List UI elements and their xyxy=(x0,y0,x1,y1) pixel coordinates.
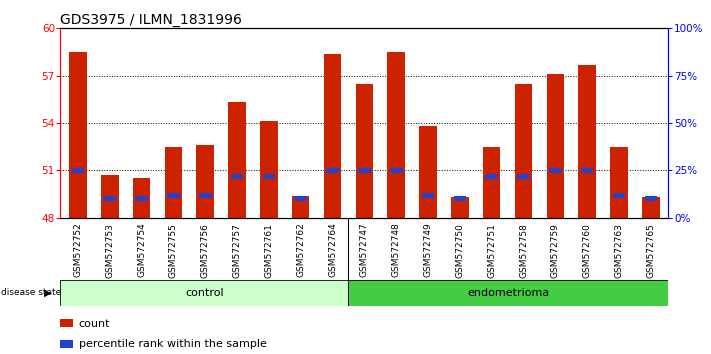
Bar xyxy=(348,280,668,306)
Text: GSM572750: GSM572750 xyxy=(455,223,464,278)
Text: GSM572765: GSM572765 xyxy=(646,223,656,278)
Bar xyxy=(292,196,309,218)
Text: GSM572747: GSM572747 xyxy=(360,223,369,278)
Bar xyxy=(486,174,498,179)
Text: GSM572757: GSM572757 xyxy=(232,223,242,278)
Bar xyxy=(579,65,596,218)
Text: GSM572763: GSM572763 xyxy=(614,223,624,278)
Bar xyxy=(454,196,466,201)
Bar xyxy=(165,147,182,218)
Text: GSM572759: GSM572759 xyxy=(551,223,560,278)
Text: control: control xyxy=(185,288,224,298)
Text: GSM572758: GSM572758 xyxy=(519,223,528,278)
Text: GSM572751: GSM572751 xyxy=(487,223,496,278)
Bar xyxy=(196,145,214,218)
Text: disease state: disease state xyxy=(1,289,61,297)
Text: GSM572749: GSM572749 xyxy=(424,223,432,278)
Bar xyxy=(104,196,116,201)
Bar xyxy=(260,121,278,218)
Bar xyxy=(262,174,275,179)
Bar xyxy=(294,196,307,201)
Bar xyxy=(358,168,370,173)
Text: ▶: ▶ xyxy=(44,288,52,298)
Bar xyxy=(60,280,348,306)
Bar xyxy=(483,147,501,218)
Text: GSM572756: GSM572756 xyxy=(201,223,210,278)
Bar xyxy=(517,174,530,179)
Bar xyxy=(133,178,150,218)
Text: GSM572764: GSM572764 xyxy=(328,223,337,278)
Text: endometrioma: endometrioma xyxy=(467,288,550,298)
Text: GSM572748: GSM572748 xyxy=(392,223,401,278)
Bar xyxy=(60,340,73,348)
Bar xyxy=(515,84,533,218)
Bar xyxy=(419,126,437,218)
Bar xyxy=(451,197,469,218)
Text: GSM572762: GSM572762 xyxy=(296,223,305,278)
Text: GSM572753: GSM572753 xyxy=(105,223,114,278)
Bar xyxy=(387,52,405,218)
Bar xyxy=(324,53,341,218)
Bar xyxy=(326,168,339,173)
Text: percentile rank within the sample: percentile rank within the sample xyxy=(79,339,267,349)
Bar xyxy=(581,168,594,173)
Bar xyxy=(231,174,243,179)
Bar xyxy=(645,196,657,201)
Bar xyxy=(60,319,73,327)
Text: GSM572755: GSM572755 xyxy=(169,223,178,278)
Text: GSM572760: GSM572760 xyxy=(583,223,592,278)
Bar xyxy=(199,193,212,198)
Bar xyxy=(610,147,628,218)
Bar xyxy=(422,193,434,198)
Bar xyxy=(167,193,180,198)
Bar xyxy=(547,74,564,218)
Bar xyxy=(356,84,373,218)
Bar xyxy=(613,193,625,198)
Text: GDS3975 / ILMN_1831996: GDS3975 / ILMN_1831996 xyxy=(60,13,242,27)
Bar xyxy=(549,168,562,173)
Bar xyxy=(72,168,84,173)
Text: count: count xyxy=(79,319,110,329)
Text: GSM572752: GSM572752 xyxy=(73,223,82,278)
Bar xyxy=(135,196,148,201)
Bar xyxy=(69,52,87,218)
Bar xyxy=(228,103,246,218)
Bar xyxy=(101,175,119,218)
Bar xyxy=(390,168,402,173)
Text: GSM572761: GSM572761 xyxy=(264,223,274,278)
Bar xyxy=(642,197,660,218)
Text: GSM572754: GSM572754 xyxy=(137,223,146,278)
